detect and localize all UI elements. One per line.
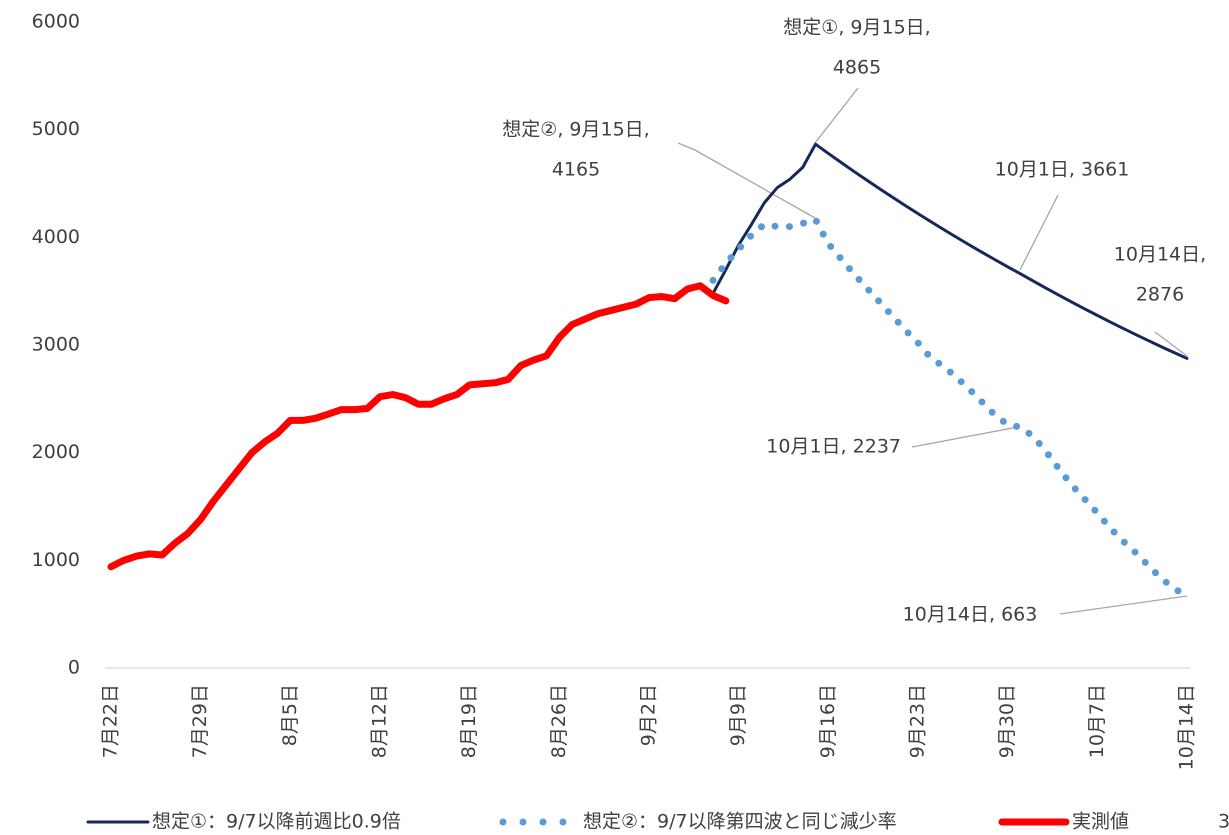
annotation: 10月1日, 2237 (766, 436, 901, 458)
y-tick-label: 4000 (32, 226, 80, 248)
annotation: 10月14日, (1114, 244, 1206, 266)
series-line (107, 282, 730, 571)
annotation: 想定①, 9月15日, (783, 17, 930, 39)
annotation: 10月1日, 3661 (995, 159, 1130, 181)
y-tick-label: 1000 (32, 549, 80, 571)
x-tick-label: 8月5日 (279, 684, 301, 746)
y-tick-label: 3000 (32, 334, 80, 356)
leader-lines (677, 87, 1188, 615)
legend-label: 想定②：9/7以降第四波と同じ減少率 (583, 811, 897, 833)
leader-line (1059, 595, 1188, 615)
series-line (711, 142, 1189, 360)
legend-label: 想定①：9/7以降前週比0.9倍 (152, 811, 401, 833)
leader-line (1019, 194, 1059, 271)
y-tick-label: 6000 (32, 11, 80, 33)
y-tick-label: 2000 (32, 441, 80, 463)
leader-line (814, 87, 859, 144)
x-tick-label: 8月19日 (458, 684, 480, 758)
x-tick-label: 8月12日 (369, 684, 391, 758)
x-tick-label: 8月26日 (548, 684, 570, 758)
x-tick-label: 10月14日 (1176, 684, 1198, 770)
annotation: 10月14日, 663 (903, 604, 1038, 626)
x-tick-label: 9月23日 (907, 684, 929, 758)
series-line (709, 216, 1191, 601)
x-tick-label: 9月2日 (638, 684, 660, 746)
leader-line (911, 426, 1019, 448)
x-tick-label: 7月29日 (189, 684, 211, 758)
x-tick-label: 10月7日 (1086, 684, 1108, 758)
annotation: 4165 (552, 159, 600, 181)
x-tick-label: 9月9日 (727, 684, 749, 746)
y-tick-label: 5000 (32, 118, 80, 140)
x-tick-label: 9月16日 (817, 684, 839, 758)
annotation: 想定②, 9月15日, (502, 119, 649, 141)
page-number: 3 (1218, 811, 1229, 833)
leader-line (1154, 331, 1188, 357)
x-tick-label: 7月22日 (100, 684, 122, 758)
y-tick-label: 0 (68, 657, 80, 679)
annotation: 4865 (833, 57, 881, 79)
annotation: 2876 (1136, 284, 1184, 306)
x-tick-label: 9月30日 (996, 684, 1018, 758)
leader-line (677, 142, 816, 219)
legend-label: 実測値 (1072, 811, 1129, 833)
